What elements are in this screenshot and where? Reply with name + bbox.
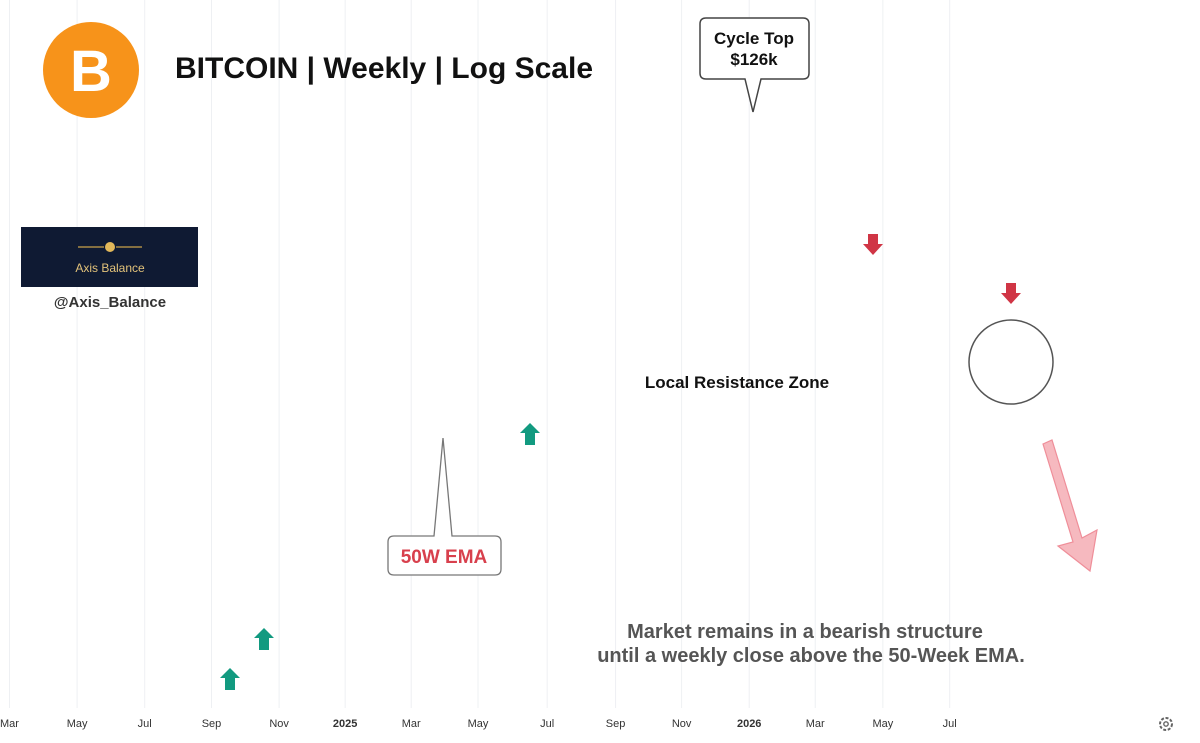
settings-gear-icon[interactable] (1159, 717, 1173, 731)
resistance-zone-label: Local Resistance Zone (645, 373, 829, 392)
brand-dot-icon (105, 242, 115, 252)
arrow-up-icon-2 (254, 628, 274, 650)
arrow-up-icon-3 (520, 423, 540, 445)
x-tick-label: Sep (202, 718, 222, 730)
cycle-top-line-2: $126k (730, 50, 778, 69)
cycle-top-callout: Cycle Top $126k (699, 17, 810, 113)
x-tick-label: May (67, 718, 88, 730)
x-tick-label: 2025 (333, 718, 357, 730)
logo-symbol: B (70, 39, 112, 104)
ema-callout: 50W EMA (387, 437, 502, 576)
note-line-2: until a weekly close above the 50-Week E… (597, 645, 1025, 667)
arrow-up-icon-1 (220, 668, 240, 690)
x-tick-label: Mar (806, 718, 825, 730)
x-tick-label: Nov (269, 718, 289, 730)
brand-handle: @Axis_Balance (54, 294, 166, 311)
x-tick-label: May (872, 718, 893, 730)
chart-title: BITCOIN | Weekly | Log Scale (175, 52, 593, 85)
x-tick-label: Mar (0, 718, 19, 730)
ema-label: 50W EMA (401, 547, 488, 568)
highlight-circle (968, 319, 1054, 405)
bitcoin-logo-icon: B (43, 22, 139, 118)
x-tick-label: Jul (138, 718, 152, 730)
x-tick-label: Jul (943, 718, 957, 730)
projection-arrow-icon (1042, 439, 1098, 573)
x-tick-label: Mar (402, 718, 421, 730)
x-tick-label: Sep (606, 718, 626, 730)
brand-name: Axis Balance (75, 261, 145, 275)
x-tick-label: Nov (672, 718, 692, 730)
x-tick-label: Jul (540, 718, 554, 730)
arrow-down-icon-1 (863, 234, 883, 255)
brand-badge: Axis Balance (21, 227, 198, 287)
cycle-top-line-1: Cycle Top (714, 29, 794, 48)
x-tick-label: 2026 (737, 718, 761, 730)
note-line-1: Market remains in a bearish structure (627, 621, 983, 643)
arrow-down-icon-2 (1001, 283, 1021, 304)
x-tick-label: May (468, 718, 489, 730)
